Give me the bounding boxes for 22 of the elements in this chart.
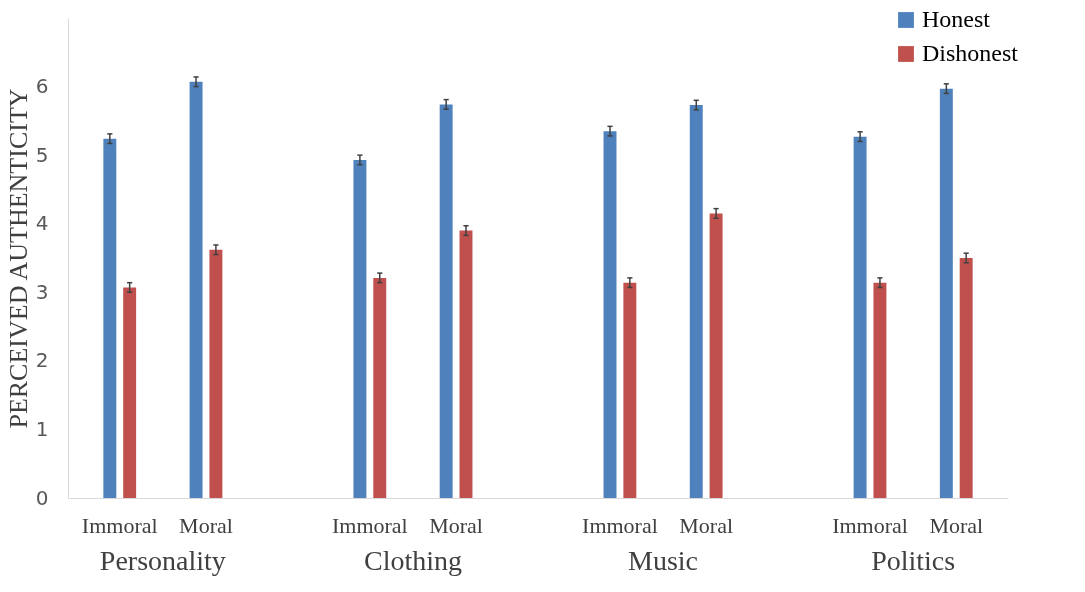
- text: Clothing: [363, 545, 462, 576]
- y-tick-label: 1: [35, 416, 49, 441]
- x-tick-label: Immoral: [331, 513, 408, 538]
- x-tick-label: Moral: [929, 513, 984, 538]
- x-tick-label: Moral: [179, 513, 233, 538]
- text: Politics: [871, 545, 956, 576]
- y-tick-label: 2: [35, 348, 49, 373]
- y-tick-label: 5: [35, 142, 49, 167]
- y-tick-label: 4: [35, 211, 49, 236]
- legend-label: Honest: [922, 6, 991, 32]
- x-tick-label: Immoral: [81, 513, 158, 538]
- text: Personality: [99, 545, 226, 576]
- legend-label: Dishonest: [922, 40, 1019, 66]
- x-tick-label: Moral: [429, 513, 483, 538]
- y-tick-label: 6: [35, 74, 49, 99]
- y-tick-label: 0: [35, 485, 49, 510]
- y-axis-title: PERCEIVED AUTHENTICITY: [3, 88, 33, 429]
- text: Music: [628, 545, 699, 576]
- x-tick-label: Immoral: [582, 513, 658, 538]
- x-tick-label: Moral: [679, 513, 734, 538]
- y-tick-label: 3: [35, 279, 49, 304]
- x-tick-label: Immoral: [832, 513, 908, 538]
